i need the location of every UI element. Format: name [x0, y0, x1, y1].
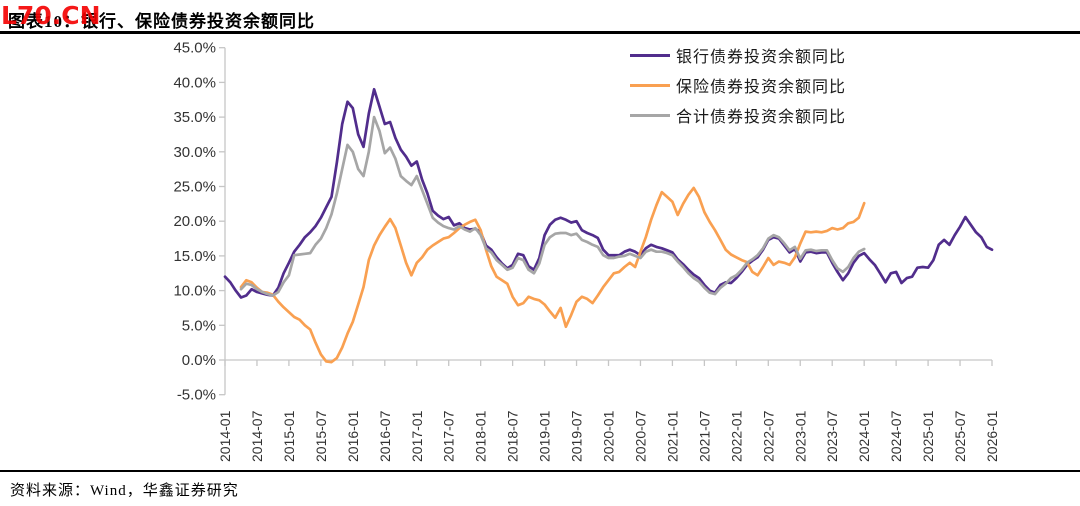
svg-text:15.0%: 15.0% [173, 248, 216, 265]
legend-label-total: 合计债券投资余额同比 [676, 109, 847, 126]
svg-text:2019-07: 2019-07 [569, 410, 585, 462]
svg-text:2022-01: 2022-01 [728, 410, 744, 462]
svg-text:2017-07: 2017-07 [441, 410, 457, 462]
svg-text:2025-01: 2025-01 [920, 410, 936, 462]
watermark-text: L70.CN [1, 1, 101, 30]
legend-swatch-insurance [630, 83, 670, 87]
legend-swatch-total [630, 113, 670, 117]
svg-text:2019-01: 2019-01 [537, 410, 553, 462]
svg-text:2018-07: 2018-07 [505, 410, 521, 462]
svg-text:2023-01: 2023-01 [792, 410, 808, 462]
svg-text:2025-07: 2025-07 [952, 410, 968, 462]
svg-text:2021-01: 2021-01 [664, 410, 680, 462]
svg-text:2024-01: 2024-01 [856, 410, 872, 462]
svg-text:2020-07: 2020-07 [632, 410, 648, 462]
svg-text:30.0%: 30.0% [173, 144, 216, 161]
svg-text:2014-01: 2014-01 [217, 410, 233, 462]
legend-label-bank: 银行债券投资余额同比 [676, 49, 847, 66]
source-note: 资料来源：Wind，华鑫证券研究 [10, 483, 239, 499]
svg-text:5.0%: 5.0% [182, 317, 216, 334]
figure-title: 图表10：银行、保险债券投资余额同比 [8, 12, 315, 31]
legend-item-bank: 银行债券投资余额同比 [630, 40, 846, 70]
svg-text:20.0%: 20.0% [173, 213, 216, 230]
svg-text:2022-07: 2022-07 [760, 410, 776, 462]
svg-text:10.0%: 10.0% [173, 283, 216, 300]
svg-text:2021-07: 2021-07 [696, 410, 712, 462]
svg-text:2016-07: 2016-07 [377, 410, 393, 462]
legend-label-insurance: 保险债券投资余额同比 [676, 79, 847, 96]
svg-text:2015-07: 2015-07 [313, 410, 329, 462]
legend-item-insurance: 保险债券投资余额同比 [630, 70, 846, 100]
svg-text:2020-01: 2020-01 [601, 410, 617, 462]
svg-text:2018-01: 2018-01 [473, 410, 489, 462]
svg-text:2015-01: 2015-01 [281, 410, 297, 462]
legend-item-total: 合计债券投资余额同比 [630, 100, 846, 130]
svg-text:25.0%: 25.0% [173, 179, 216, 196]
legend-swatch-bank [630, 53, 670, 57]
svg-text:2014-07: 2014-07 [249, 410, 265, 462]
svg-text:2023-07: 2023-07 [824, 410, 840, 462]
svg-text:45.0%: 45.0% [173, 40, 216, 57]
svg-text:2024-07: 2024-07 [888, 410, 904, 462]
svg-text:0.0%: 0.0% [182, 352, 216, 369]
svg-text:35.0%: 35.0% [173, 109, 216, 126]
svg-text:2026-01: 2026-01 [984, 410, 1000, 462]
title-divider [0, 31, 1080, 34]
chart-legend: 银行债券投资余额同比 保险债券投资余额同比 合计债券投资余额同比 [630, 40, 846, 130]
svg-text:40.0%: 40.0% [173, 74, 216, 91]
svg-text:2016-01: 2016-01 [345, 410, 361, 462]
svg-text:-5.0%: -5.0% [177, 387, 216, 404]
svg-text:2017-01: 2017-01 [409, 410, 425, 462]
footer-divider [0, 470, 1080, 472]
